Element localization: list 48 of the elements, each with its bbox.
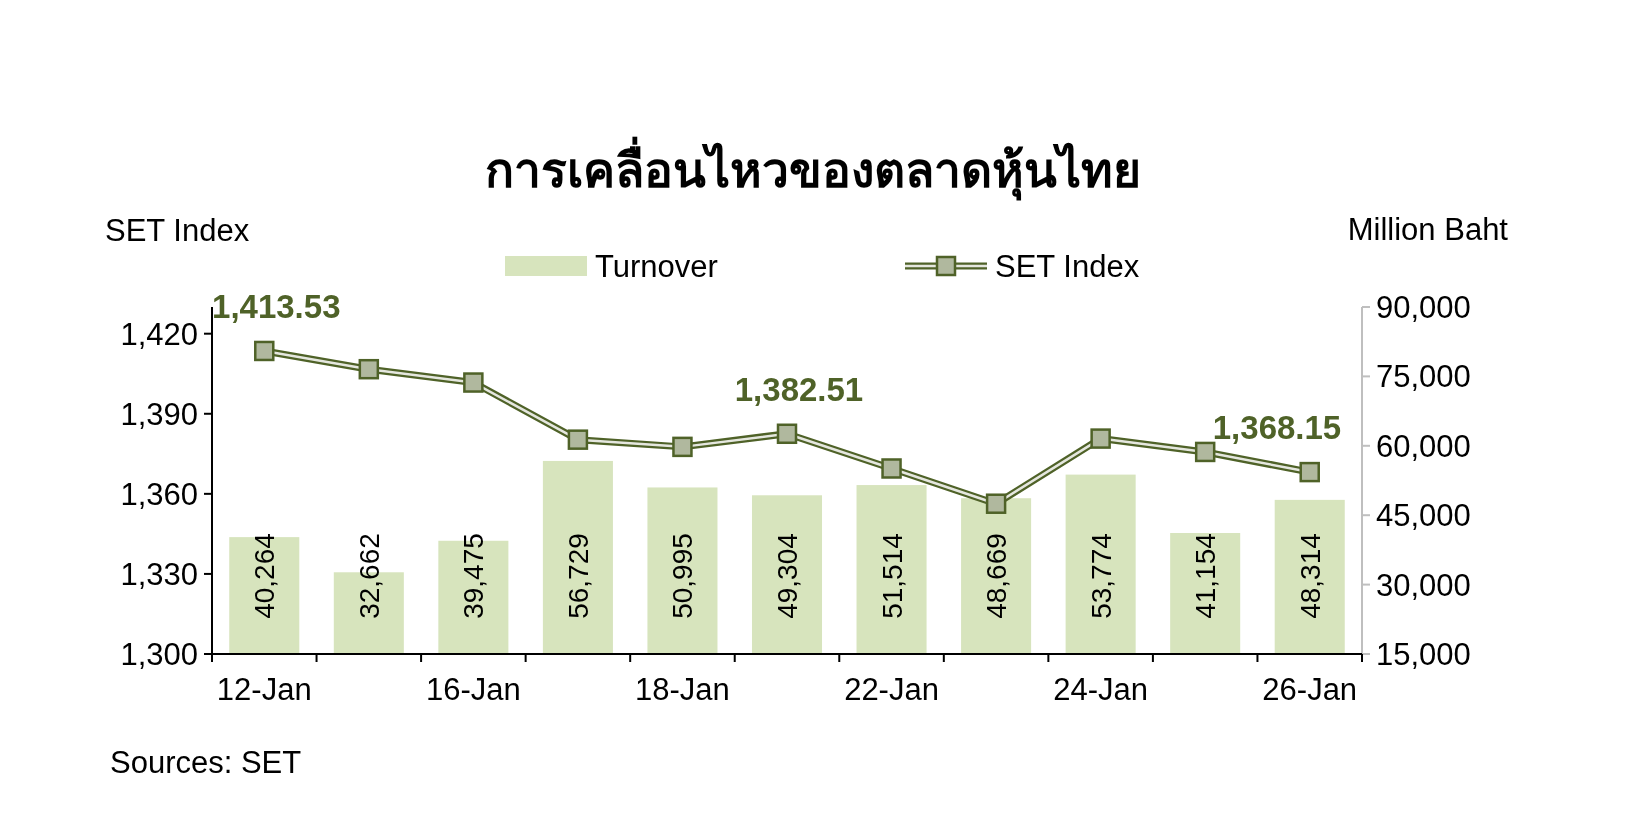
point: [881, 458, 902, 479]
point: [1299, 461, 1320, 483]
point: [254, 340, 275, 362]
data-label: 1,413.53: [212, 287, 341, 325]
data-label: 49,304: [772, 533, 803, 619]
y2-tick-label: 15,000: [1376, 637, 1471, 672]
y-tick-label: 1,390: [120, 396, 198, 432]
x-tick-label: 18-Jan: [635, 672, 730, 707]
data-label: 1,368.15: [1212, 409, 1342, 447]
data-label: 56,729: [562, 533, 594, 619]
data-label: 39,475: [458, 533, 490, 619]
data-label: 48,314: [1294, 533, 1326, 619]
y-tick-label: 1,360: [120, 476, 198, 512]
y2-axis-title: Million Baht: [1347, 212, 1509, 247]
x-tick-label: 16-Jan: [425, 672, 521, 707]
point: [985, 493, 1007, 514]
point: [358, 358, 380, 380]
y-tick-label: 1,330: [120, 556, 198, 592]
data-label: 32,662: [353, 533, 385, 619]
chart-title: การเคลื่อนไหวของตลาดหุ้นไทย: [484, 136, 1141, 201]
x-tick-label: 12-Jan: [216, 672, 312, 707]
y2-tick-label: 30,000: [1376, 567, 1471, 603]
data-label: 53,774: [1085, 533, 1117, 619]
y2-tick-label: 90,000: [1376, 290, 1471, 325]
data-label: 41,154: [1190, 533, 1222, 619]
data-label: 51,514: [876, 533, 908, 619]
y2-tick-label: 60,000: [1376, 428, 1471, 464]
data-label: 50,995: [667, 533, 699, 619]
point: [1194, 441, 1216, 463]
x-tick-label: 22-Jan: [844, 672, 939, 707]
legend-label: Turnover: [595, 249, 718, 284]
legend-label: SET Index: [995, 249, 1140, 284]
y2-tick-label: 75,000: [1376, 359, 1471, 395]
y-axis-title: SET Index: [105, 213, 250, 248]
y-tick-label: 1,420: [120, 316, 198, 352]
y2-tick-label: 45,000: [1376, 498, 1471, 534]
point: [567, 429, 589, 450]
source-note: Sources: SET: [110, 745, 302, 780]
point: [672, 436, 693, 458]
point: [1090, 428, 1111, 449]
x-tick-label: 24-Jan: [1053, 672, 1149, 707]
y-tick-label: 1,300: [120, 637, 198, 672]
x-tick-label: 26-Jan: [1262, 672, 1358, 707]
data-label: 48,669: [981, 533, 1013, 619]
data-label: 40,264: [249, 533, 281, 619]
point: [776, 423, 798, 445]
point: [463, 372, 484, 393]
data-label: 1,382.51: [734, 370, 864, 408]
